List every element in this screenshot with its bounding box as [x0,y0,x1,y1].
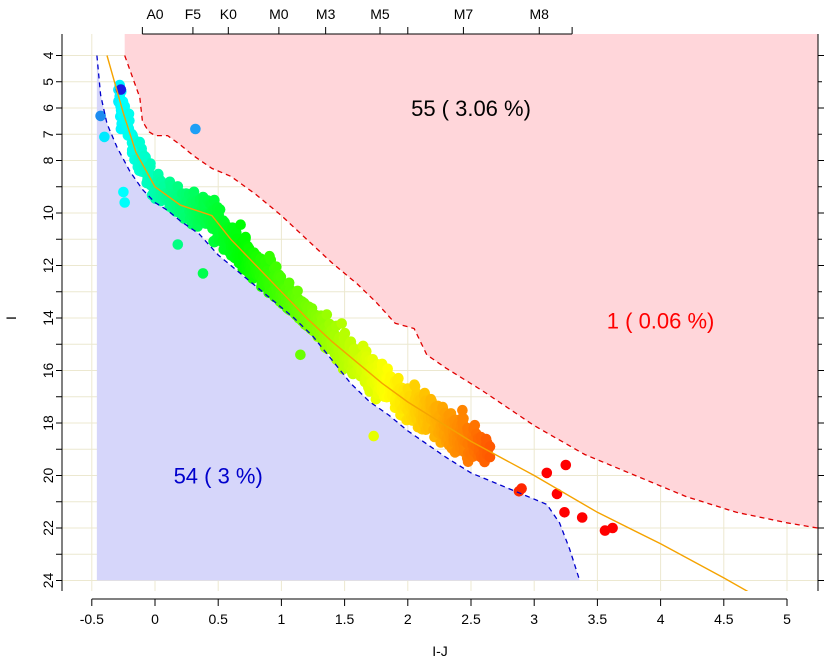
scatter-point [119,197,130,208]
scatter-point [99,131,110,143]
annotations: 55 ( 3.06 %) 1 ( 0.06 %) 54 ( 3 %) [174,96,715,489]
scatter-point [190,123,201,135]
scatter-point [134,136,146,148]
y-tick-label: 20 [40,468,56,484]
right-region-count: 1 ( 0.06 %) [607,309,715,334]
spectral-type-label: F5 [185,6,202,22]
x-tick-label: 0 [151,611,159,627]
spectral-type-label: M5 [370,6,390,22]
spectral-type-label: A0 [146,6,163,22]
x-axis-title: I-J [432,643,448,659]
scatter-point [541,467,553,479]
scatter-point [368,430,380,442]
upper-region-count: 55 ( 3.06 %) [411,96,531,121]
y-tick-label: 4 [40,51,56,59]
x-tick-label: 3.5 [588,611,608,627]
x-tick-label: 5 [783,611,791,627]
spectral-type-label: K0 [220,6,237,22]
y-tick-label: 6 [40,104,56,112]
spectral-type-label: M8 [530,6,550,22]
y-tick-label: 10 [40,205,56,221]
scatter-point [336,318,348,329]
scatter-point [240,231,251,243]
scatter-point [214,204,226,215]
scatter-point [271,261,282,273]
x-tick-label: 1.5 [335,611,355,627]
lower-boundary-line [96,55,581,581]
scatter-point [197,268,209,279]
upper-excluded-region [124,34,818,529]
scatter-point [458,413,469,424]
spectral-type-label: M0 [269,6,289,22]
scatter-point [559,507,570,518]
x-tick-label: 3 [530,611,538,627]
x-tick-label: 1 [278,611,286,627]
scatter-point [551,488,563,500]
y-tick-label: 18 [40,415,56,431]
scatter-point [457,404,468,416]
upper-boundary-line [124,55,818,529]
scatter-point [560,459,572,471]
y-tick-label: 5 [40,78,56,86]
x-tick-label: 4.5 [714,611,734,627]
plot-area [62,34,818,591]
lower-region-count: 54 ( 3 %) [174,464,263,489]
scatter-point [172,239,184,250]
y-tick-label: 22 [40,520,56,536]
scatter-point [95,110,106,122]
scatter-point [607,522,618,534]
scatter-point [235,219,246,230]
axes: -0.5 0 0.5 1 1.5 2 2.5 3 3.5 4 4.5 5 4 5 6 7 8 10 12 14 16 18… [40,34,824,627]
scatter-point [484,441,496,452]
x-tick-label: 2.5 [461,611,481,627]
scatter-point [115,84,127,95]
spectral-type-axis: A0 F5 K0 M0 M3 M5 M7 M8 [141,6,573,35]
scatter-point [118,186,129,198]
spectral-type-label: M3 [316,6,336,22]
scatter-point [145,158,156,169]
x-tick-label: 2 [404,611,412,627]
scatter-point [516,483,527,494]
scatter-point [469,419,481,431]
lower-excluded-region [96,55,580,581]
x-tick-label: -0.5 [80,611,104,627]
x-tick-label: 4 [657,611,665,627]
y-tick-label: 7 [40,130,56,138]
spectral-type-label: M7 [454,6,474,22]
scatter-point [484,451,496,463]
y-tick-label: 24 [40,573,56,589]
scatter-point [393,372,404,384]
scatter-point [295,349,306,361]
scatter-point [576,512,588,523]
y-tick-label: 12 [40,258,56,274]
scatter-point [275,271,287,283]
scatter-point [321,309,333,320]
x-tick-label: 0.5 [208,611,228,627]
y-tick-label: 16 [40,363,56,379]
scatter-point [292,285,303,297]
y-tick-label: 8 [40,156,56,164]
y-tick-label: 14 [40,310,56,326]
y-axis-title: I [3,316,19,320]
sequence-line [106,55,749,591]
